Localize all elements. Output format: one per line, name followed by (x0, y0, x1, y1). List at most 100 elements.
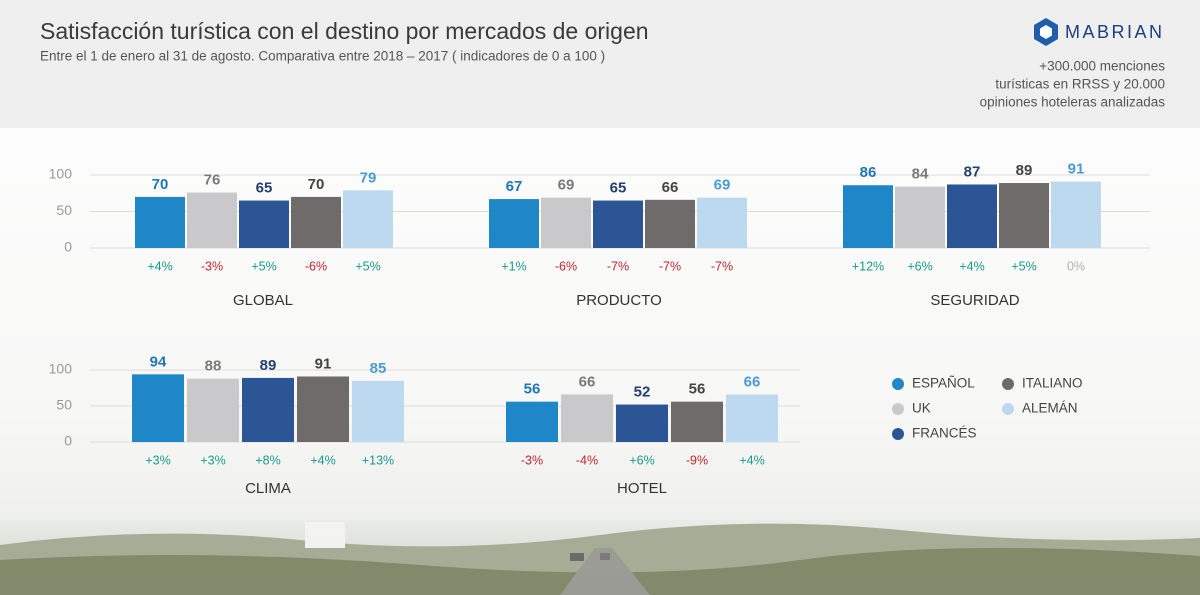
value-label: 66 (579, 373, 596, 390)
value-label: 70 (152, 176, 169, 193)
value-label: 84 (912, 166, 929, 183)
bar (697, 197, 747, 248)
bar (506, 401, 558, 442)
bar-chart: 86 +12% 84 +6% 87 +4% 89 +5% 91 0% SEGURIDAD (843, 161, 1101, 309)
chart-title: HOTEL (617, 480, 667, 497)
y-tick-label: 50 (56, 202, 72, 218)
y-tick-label: 0 (64, 433, 72, 449)
change-label: -3% (521, 453, 543, 467)
change-label: -9% (686, 453, 708, 467)
change-label: -7% (607, 259, 629, 273)
change-label: -6% (305, 259, 327, 273)
change-label: +5% (1011, 259, 1036, 273)
change-label: +5% (355, 259, 380, 273)
bar-chart: 56 -3% 66 -4% 52 +6% 56 -9% 66 +4% HOTEL (506, 373, 778, 497)
change-label: -7% (711, 259, 733, 273)
value-label: 89 (1016, 162, 1033, 179)
value-label: 91 (1068, 161, 1085, 178)
value-label: 85 (370, 360, 387, 377)
bar (999, 183, 1049, 248)
chart-title: GLOBAL (233, 292, 293, 309)
brand-name: MABRIAN (1065, 22, 1165, 42)
value-label: 66 (662, 179, 679, 196)
bar (242, 377, 294, 442)
value-label: 70 (308, 176, 325, 193)
change-label: +8% (255, 453, 280, 467)
bar (291, 196, 341, 248)
change-label: -3% (201, 259, 223, 273)
legend-label: ITALIANO (1022, 376, 1083, 391)
change-label: +4% (147, 259, 172, 273)
landscape (0, 520, 1200, 595)
change-label: +4% (310, 453, 335, 467)
chart-title: PRODUCTO (576, 292, 662, 309)
bar (297, 376, 349, 442)
value-label: 91 (315, 355, 332, 372)
y-tick-label: 100 (49, 166, 73, 182)
change-label: +12% (852, 259, 884, 273)
bar (616, 404, 668, 442)
value-label: 65 (256, 180, 273, 197)
legend-dot (1002, 378, 1014, 390)
value-label: 89 (260, 357, 277, 374)
change-label: -4% (576, 453, 598, 467)
value-label: 67 (506, 178, 523, 195)
change-label: +6% (629, 453, 654, 467)
change-label: +13% (362, 453, 394, 467)
logo: MABRIAN (1034, 18, 1165, 46)
legend-label: FRANCÉS (912, 426, 977, 441)
chart-title: SEGURIDAD (930, 292, 1019, 309)
legend-label: UK (912, 401, 931, 416)
bar (561, 394, 613, 442)
bar (895, 186, 945, 248)
bar (593, 200, 643, 248)
value-label: 65 (610, 180, 627, 197)
legend-dot (892, 428, 904, 440)
bar (187, 192, 237, 248)
value-label: 56 (689, 381, 706, 398)
header-band (0, 0, 1200, 128)
legend-label: ESPAÑOL (912, 376, 975, 391)
bar (187, 378, 239, 442)
value-label: 87 (964, 163, 981, 180)
change-label: +3% (200, 453, 225, 467)
bar-chart: 0 50 100 94 +3% 88 +3% 89 +8% 91 +4% 85 +13% CLIMA (49, 353, 800, 497)
bar (947, 184, 997, 248)
bar (645, 199, 695, 248)
y-tick-label: 0 (64, 239, 72, 255)
value-label: 86 (860, 164, 877, 181)
value-label: 88 (205, 358, 222, 375)
change-label: +4% (959, 259, 984, 273)
bar (239, 200, 289, 248)
change-label: +4% (739, 453, 764, 467)
bar (541, 197, 591, 248)
bar (843, 185, 893, 248)
y-tick-label: 50 (56, 397, 72, 413)
change-label: 0% (1067, 259, 1085, 273)
bar (726, 394, 778, 442)
value-label: 69 (558, 177, 575, 194)
change-label: +5% (251, 259, 276, 273)
value-label: 66 (744, 373, 761, 390)
chart-title: CLIMA (245, 480, 291, 497)
bar (352, 380, 404, 442)
brand-note: opiniones hoteleras analizadas (980, 95, 1166, 110)
change-label: -7% (659, 259, 681, 273)
change-label: +1% (501, 259, 526, 273)
value-label: 52 (634, 384, 651, 401)
bar (671, 401, 723, 442)
bar (135, 196, 185, 248)
title: Satisfacción turística con el destino po… (40, 18, 649, 44)
legend-dot (892, 378, 904, 390)
bar (343, 190, 393, 248)
brand-note: turísticas en RRSS y 20.000 (995, 77, 1165, 92)
brand-note: +300.000 menciones (1039, 59, 1165, 74)
value-label: 69 (714, 177, 731, 194)
change-label: +6% (907, 259, 932, 273)
value-label: 56 (524, 381, 541, 398)
bar (132, 374, 184, 442)
legend-dot (1002, 403, 1014, 415)
y-tick-label: 100 (49, 361, 73, 377)
change-label: -6% (555, 259, 577, 273)
